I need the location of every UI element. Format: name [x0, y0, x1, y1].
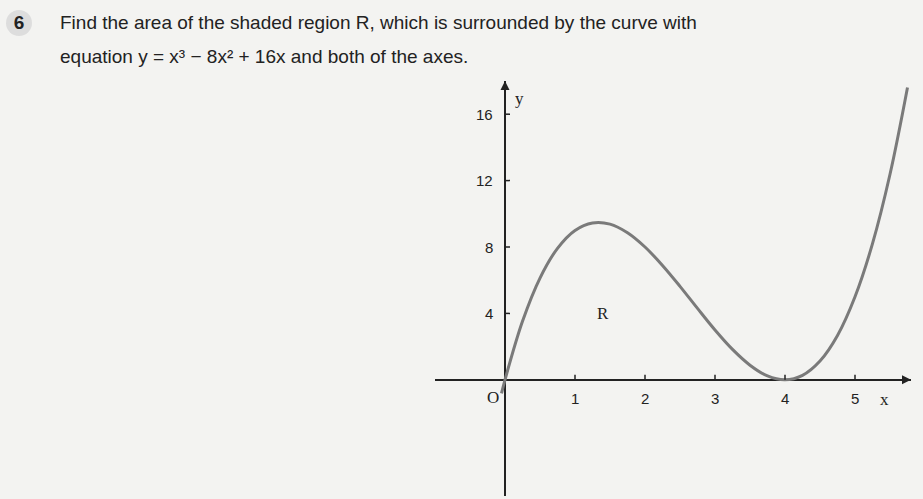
- html-text:equation y = x³ − 8x² + 16x an: equation y = x³ − 8x² + 16x and both of …: [60, 46, 469, 67]
- svg-text:12: 12: [476, 172, 493, 189]
- svg-text:O: O: [487, 388, 499, 407]
- svg-text:3: 3: [711, 390, 719, 407]
- svg-text:5: 5: [851, 390, 859, 407]
- svg-text:R: R: [597, 304, 609, 323]
- svg-text:2: 2: [641, 390, 649, 407]
- svg-text:y: y: [515, 89, 524, 108]
- html-text:6: 6: [13, 12, 25, 33]
- svg-text:8: 8: [485, 239, 493, 256]
- svg-text:16: 16: [476, 106, 493, 123]
- svg-text:4: 4: [781, 390, 789, 407]
- html-text:Find the area of the shaded re: Find the area of the shaded region R, wh…: [60, 12, 697, 33]
- svg-text:4: 4: [485, 305, 493, 322]
- svg-text:1: 1: [571, 390, 579, 407]
- svg-text:x: x: [880, 390, 889, 409]
